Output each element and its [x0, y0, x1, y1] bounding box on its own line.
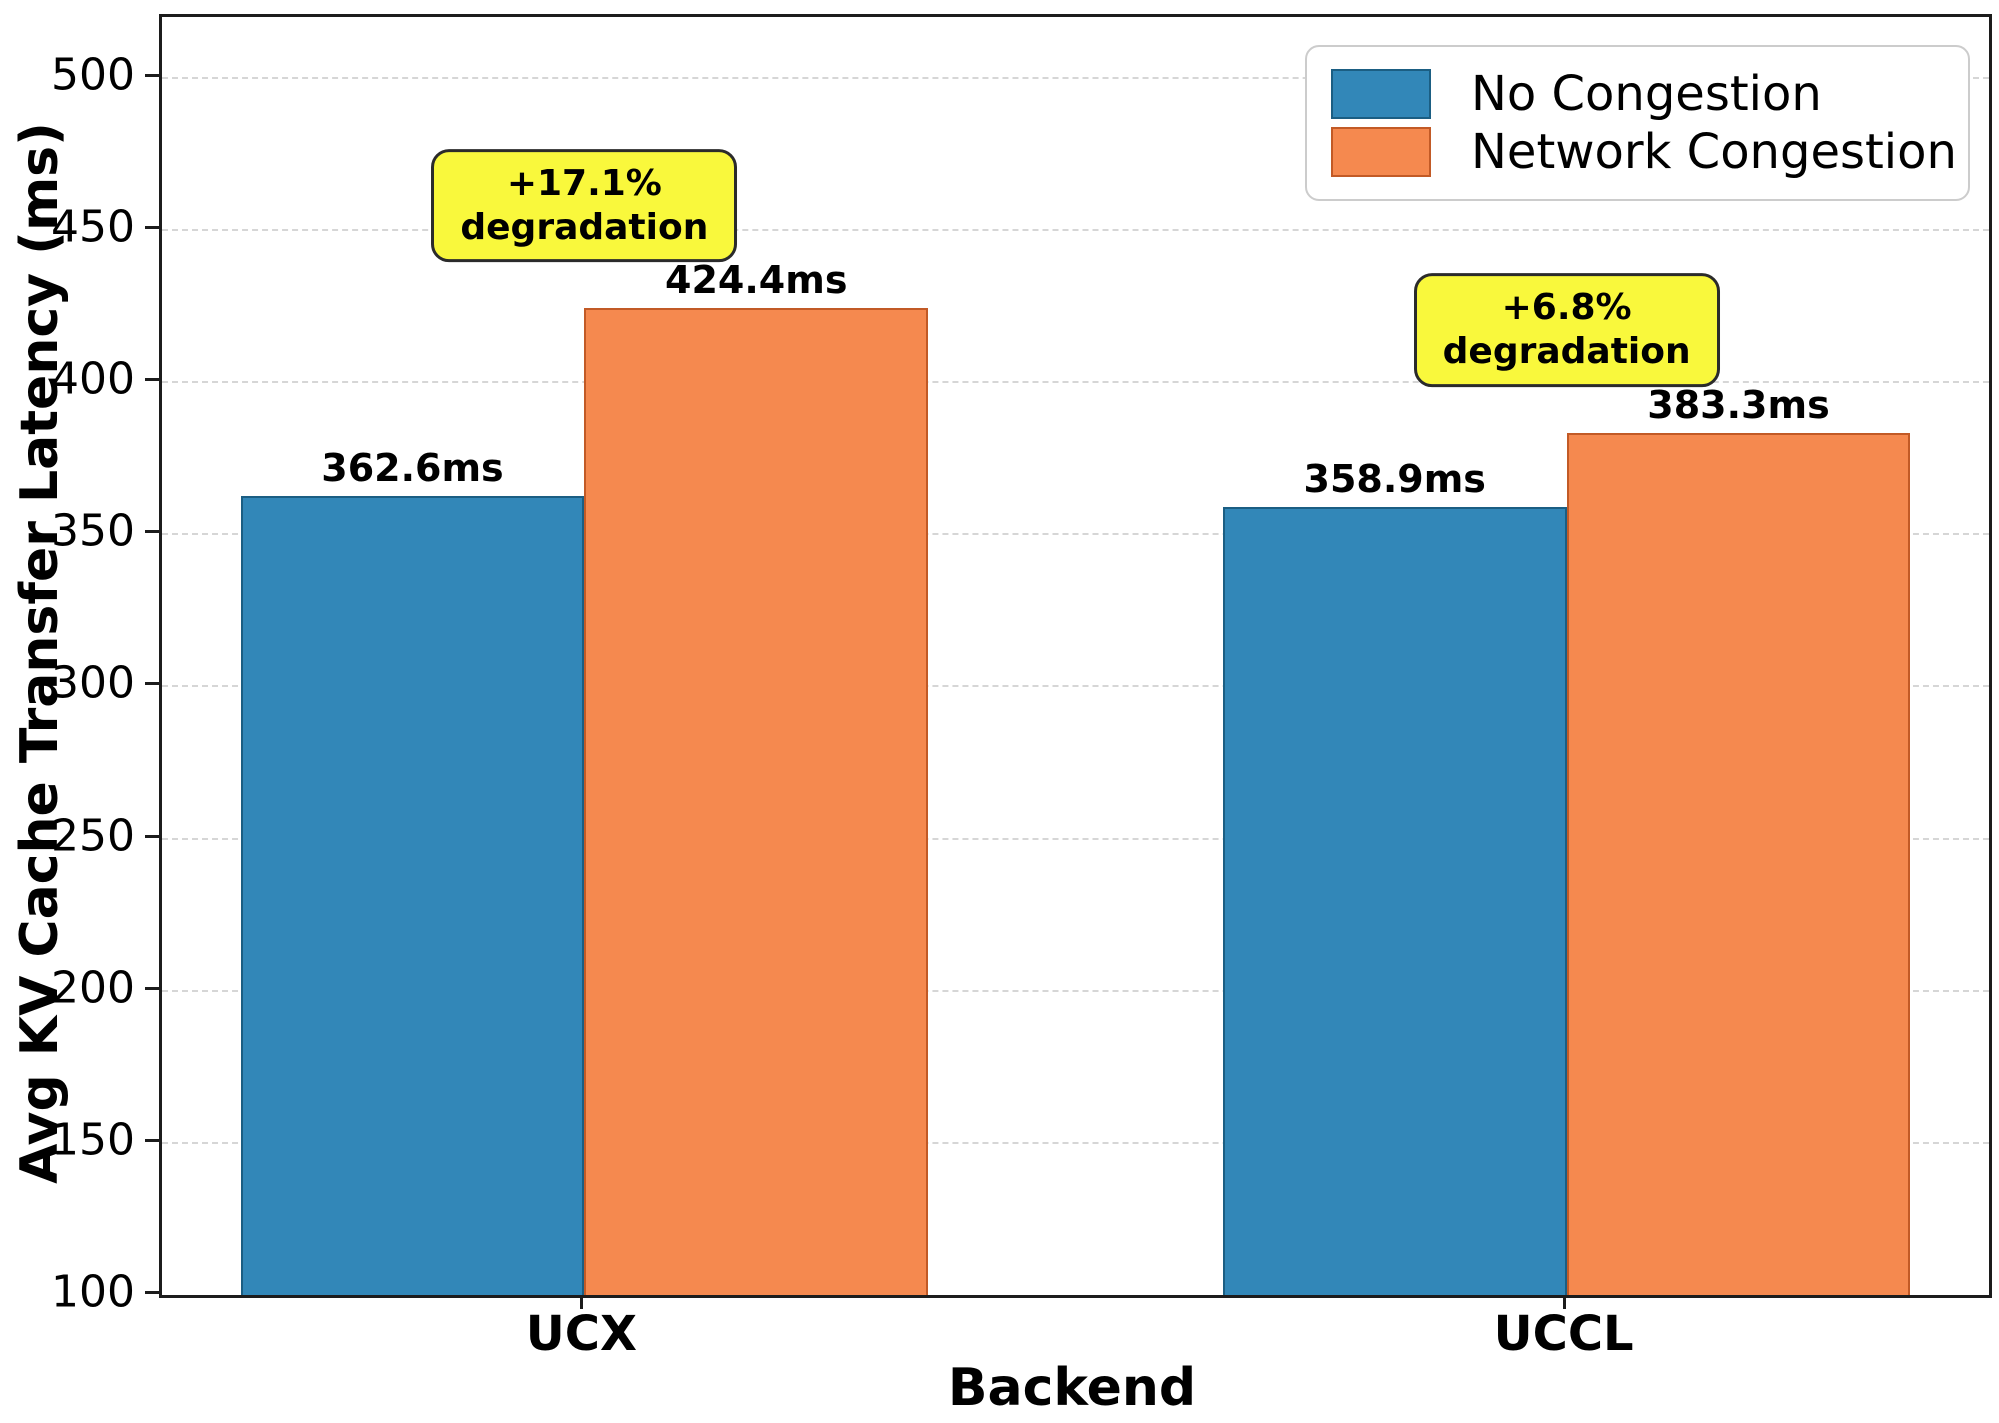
y-tick-mark	[145, 682, 159, 686]
gridline	[162, 989, 1989, 992]
y-tick-mark	[145, 1291, 159, 1294]
gridline	[162, 837, 1989, 840]
bar-network-congestion-uccl	[1566, 432, 1911, 1295]
x-tick-label-ucx: UCX	[525, 1306, 637, 1362]
y-tick-mark	[145, 73, 159, 77]
annotation-line2: degradation	[460, 206, 709, 248]
legend: No Congestion Network Congestion	[1305, 45, 1970, 201]
y-tick-label: 350	[51, 505, 135, 557]
bar-no-congestion-ucx	[240, 495, 585, 1295]
y-tick-mark	[145, 834, 159, 838]
y-tick-label: 400	[51, 353, 135, 405]
y-tick-label: 200	[51, 962, 135, 1014]
y-tick-label: 300	[51, 657, 135, 709]
gridline	[162, 76, 1989, 79]
gridline	[162, 1141, 1989, 1144]
legend-row: Network Congestion	[1331, 124, 1957, 180]
legend-row: No Congestion	[1331, 66, 1944, 122]
gridline	[162, 685, 1989, 688]
gridline	[162, 381, 1989, 384]
y-tick-label: 250	[51, 810, 135, 862]
bar-value-label: 424.4ms	[665, 257, 848, 302]
gridline	[162, 533, 1989, 536]
bar-value-label: 383.3ms	[1647, 382, 1830, 427]
x-tick-mark	[1562, 1295, 1566, 1309]
bar-value-label: 362.6ms	[321, 445, 504, 490]
gridline	[162, 229, 1989, 231]
legend-swatch-no-congestion	[1331, 69, 1431, 119]
bar-no-congestion-uccl	[1222, 507, 1567, 1295]
x-axis-label: Backend	[947, 1358, 1197, 1418]
y-tick-mark	[145, 1138, 159, 1142]
y-axis-label: Avg KV Cache Transfer Latency (ms)	[10, 122, 70, 1184]
y-tick-mark	[145, 530, 159, 534]
annotation-line1: +17.1%	[506, 162, 662, 204]
plot-area: No Congestion Network Congestion 362.6ms 3…	[159, 14, 1992, 1298]
y-tick-label: 150	[51, 1114, 135, 1166]
y-tick-mark	[145, 986, 159, 990]
degradation-annotation: +6.8% degradation	[1413, 273, 1720, 388]
x-tick-label-uccl: UCCL	[1493, 1306, 1634, 1362]
y-tick-mark	[145, 378, 159, 382]
legend-label: No Congestion	[1471, 66, 1822, 122]
legend-label: Network Congestion	[1471, 124, 1957, 180]
x-tick-mark	[580, 1295, 584, 1309]
legend-swatch-network-congestion	[1331, 127, 1431, 177]
annotation-line1: +6.8%	[1501, 287, 1632, 329]
bar-value-label: 358.9ms	[1303, 457, 1486, 502]
annotation-line2: degradation	[1442, 331, 1691, 373]
y-tick-label: 450	[51, 201, 135, 253]
y-tick-mark	[145, 226, 159, 229]
y-tick-label: 100	[51, 1266, 135, 1318]
y-tick-label: 500	[51, 49, 135, 101]
degradation-annotation: +17.1% degradation	[431, 148, 738, 263]
bar-network-congestion-ucx	[584, 307, 929, 1295]
